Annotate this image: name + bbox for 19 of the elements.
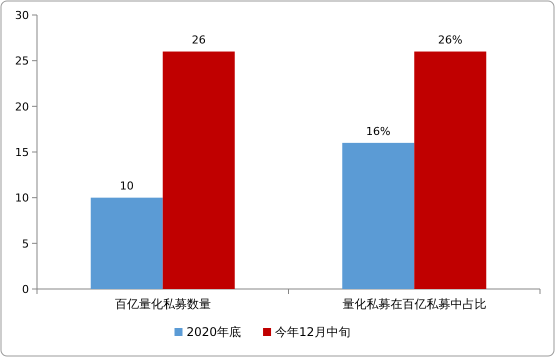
legend-label: 2020年底 xyxy=(186,325,242,339)
bar xyxy=(414,52,486,289)
data-label: 26 xyxy=(192,34,206,47)
x-tick-label: 百亿量化私募数量 xyxy=(114,297,211,311)
data-label: 16% xyxy=(366,124,390,138)
data-label: 26% xyxy=(438,34,462,47)
y-tick-label: 25 xyxy=(15,54,29,68)
data-label: 10 xyxy=(120,180,134,193)
y-tick-label: 15 xyxy=(15,146,29,159)
legend-label: 今年12月中旬 xyxy=(275,325,350,339)
bar xyxy=(90,198,163,289)
x-tick-label: 量化私募在百亿私募中占比 xyxy=(342,297,486,311)
y-tick-label: 10 xyxy=(15,192,29,205)
y-tick-label: 5 xyxy=(22,237,29,250)
y-tick-label: 30 xyxy=(15,9,29,22)
y-tick-label: 20 xyxy=(15,100,29,114)
bar xyxy=(162,52,235,289)
bar xyxy=(342,142,414,289)
y-tick-label: 0 xyxy=(22,283,29,296)
